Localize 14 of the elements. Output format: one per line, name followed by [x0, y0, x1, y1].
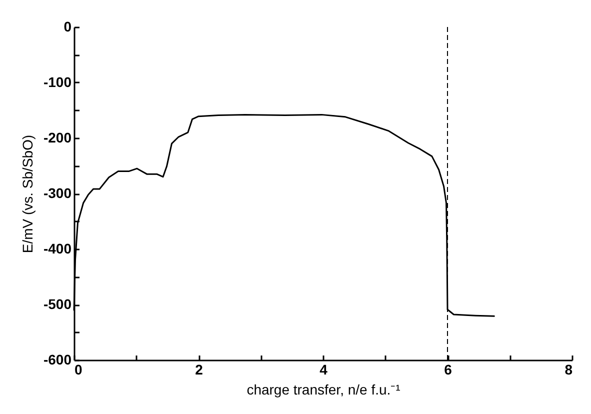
y-axis-title: E/mV (vs. Sb/SbO): [19, 134, 36, 254]
y-tick-label: -100: [43, 74, 72, 90]
x-tick-label: 4: [320, 362, 328, 378]
y-tick-label: 0: [64, 18, 72, 34]
x-tick-label: 6: [444, 362, 452, 378]
x-tick-label: 2: [195, 362, 204, 378]
y-tick-label: -300: [43, 185, 72, 201]
y-tick-label: -600: [43, 352, 72, 368]
y-tick-label: -400: [43, 240, 72, 256]
x-tick-label: 0: [74, 362, 82, 378]
x-tick-label: 8: [564, 362, 573, 378]
x-axis-title: charge transfer, n/e f.u.⁻¹: [246, 382, 401, 398]
y-tick-label: -500: [43, 296, 72, 312]
y-tick-label: -200: [43, 130, 72, 146]
